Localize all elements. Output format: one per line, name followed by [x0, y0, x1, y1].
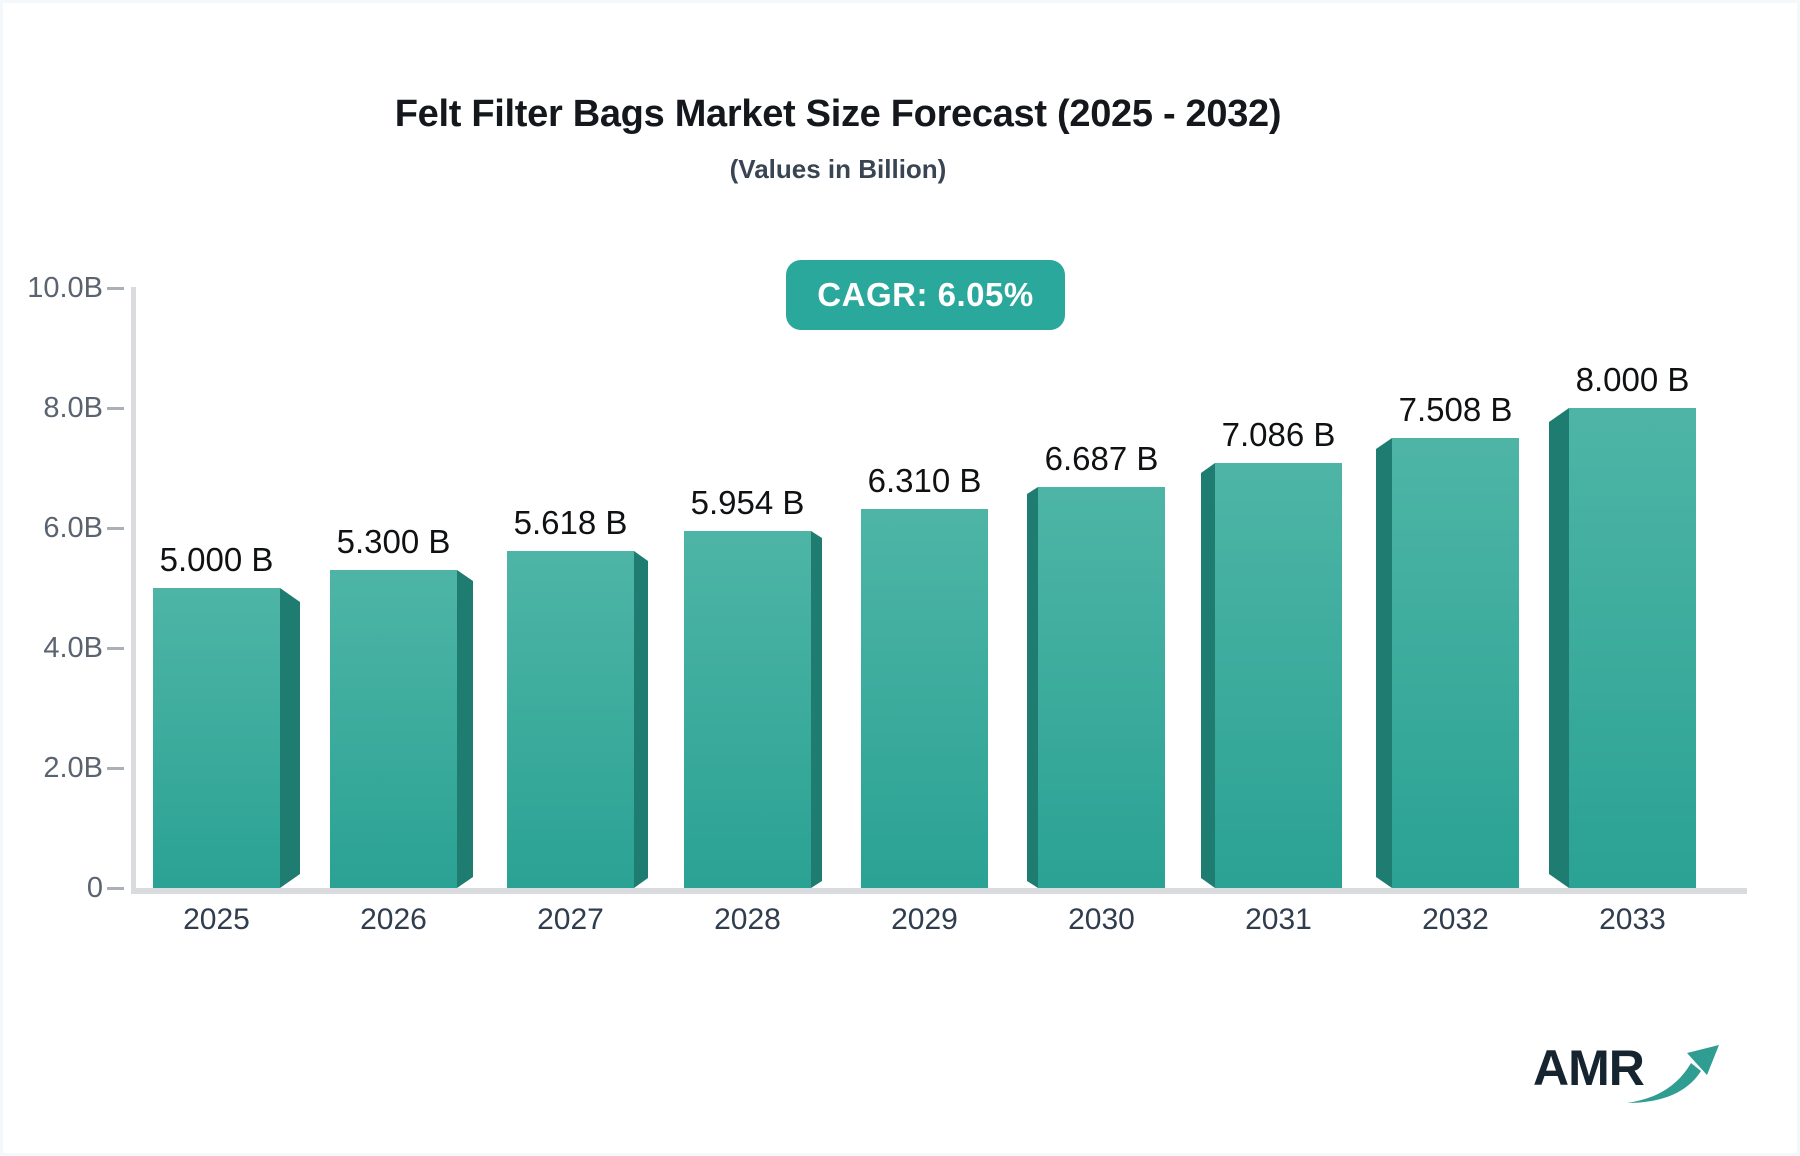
bar-value-label: 6.310 B	[867, 462, 982, 499]
x-category-label: 2031	[1245, 903, 1312, 936]
x-category-label: 2026	[360, 903, 427, 936]
bar-value-label: 5.300 B	[336, 523, 451, 560]
bar-side-face	[1549, 408, 1569, 888]
y-tick-dash	[107, 887, 124, 890]
bar-2031	[1215, 463, 1342, 888]
cagr-badge: CAGR: 6.05%	[786, 260, 1065, 330]
x-category-label: 2025	[183, 903, 250, 936]
bar-side-face	[1376, 438, 1392, 888]
bar-value-label: 7.508 B	[1398, 391, 1513, 428]
x-category-label: 2029	[891, 903, 958, 936]
y-tick-dash	[107, 407, 124, 410]
bar-value-label: 7.086 B	[1221, 416, 1336, 453]
bar-side-face	[457, 570, 473, 888]
chart-header: Felt Filter Bags Market Size Forecast (2…	[3, 93, 1673, 185]
chart-title: Felt Filter Bags Market Size Forecast (2…	[394, 93, 1282, 135]
amr-logo: AMR	[1533, 1033, 1719, 1113]
y-tick-label: 8.0B	[43, 392, 103, 424]
bar-2032	[1392, 438, 1519, 888]
bar-2028	[684, 531, 811, 888]
chart-subtitle: (Values in Billion)	[729, 154, 947, 184]
y-tick-dash	[107, 527, 124, 530]
y-axis-line	[131, 287, 136, 894]
amr-arrow-icon	[1627, 1045, 1719, 1103]
x-category-label: 2030	[1068, 903, 1135, 936]
amr-logo-text: AMR	[1533, 1040, 1645, 1096]
y-tick-label: 2.0B	[43, 752, 103, 784]
x-axis-line	[131, 888, 1747, 894]
y-tick-label: 6.0B	[43, 512, 103, 544]
cagr-badge-label: CAGR: 6.05%	[817, 276, 1034, 313]
bar-value-label: 6.687 B	[1044, 440, 1159, 477]
bar-2026	[330, 570, 457, 888]
bar-value-label: 5.954 B	[690, 484, 805, 521]
x-category-label: 2033	[1599, 903, 1666, 936]
bar-2027	[507, 551, 634, 888]
y-tick-label: 4.0B	[43, 632, 103, 664]
y-tick-dash	[107, 287, 124, 290]
bar-side-face	[811, 531, 822, 888]
bar-value-label: 5.000 B	[159, 541, 274, 578]
chart-area: 0 2.0B 4.0B 6.0B 8.0B 10.0B 5.000 B 2025 5.300 B…	[3, 3, 1797, 1153]
y-tick-label: 0	[86, 872, 103, 904]
bar-2025	[153, 588, 280, 888]
bar-value-label: 5.618 B	[513, 504, 628, 541]
bar-value-label: 8.000 B	[1575, 361, 1690, 398]
x-category-label: 2028	[714, 903, 781, 936]
y-tick-label: 10.0B	[27, 272, 103, 304]
bar-side-face	[280, 588, 300, 888]
bar-side-face	[634, 551, 648, 888]
x-category-label: 2027	[537, 903, 604, 936]
x-category-label: 2032	[1422, 903, 1489, 936]
bar-side-face	[1027, 487, 1038, 888]
bar-side-face	[1201, 463, 1215, 888]
y-tick-dash	[107, 647, 124, 650]
bar-2029	[861, 509, 988, 888]
bar-2030	[1038, 487, 1165, 888]
y-tick-dash	[107, 767, 124, 770]
bar-2033	[1569, 408, 1696, 888]
